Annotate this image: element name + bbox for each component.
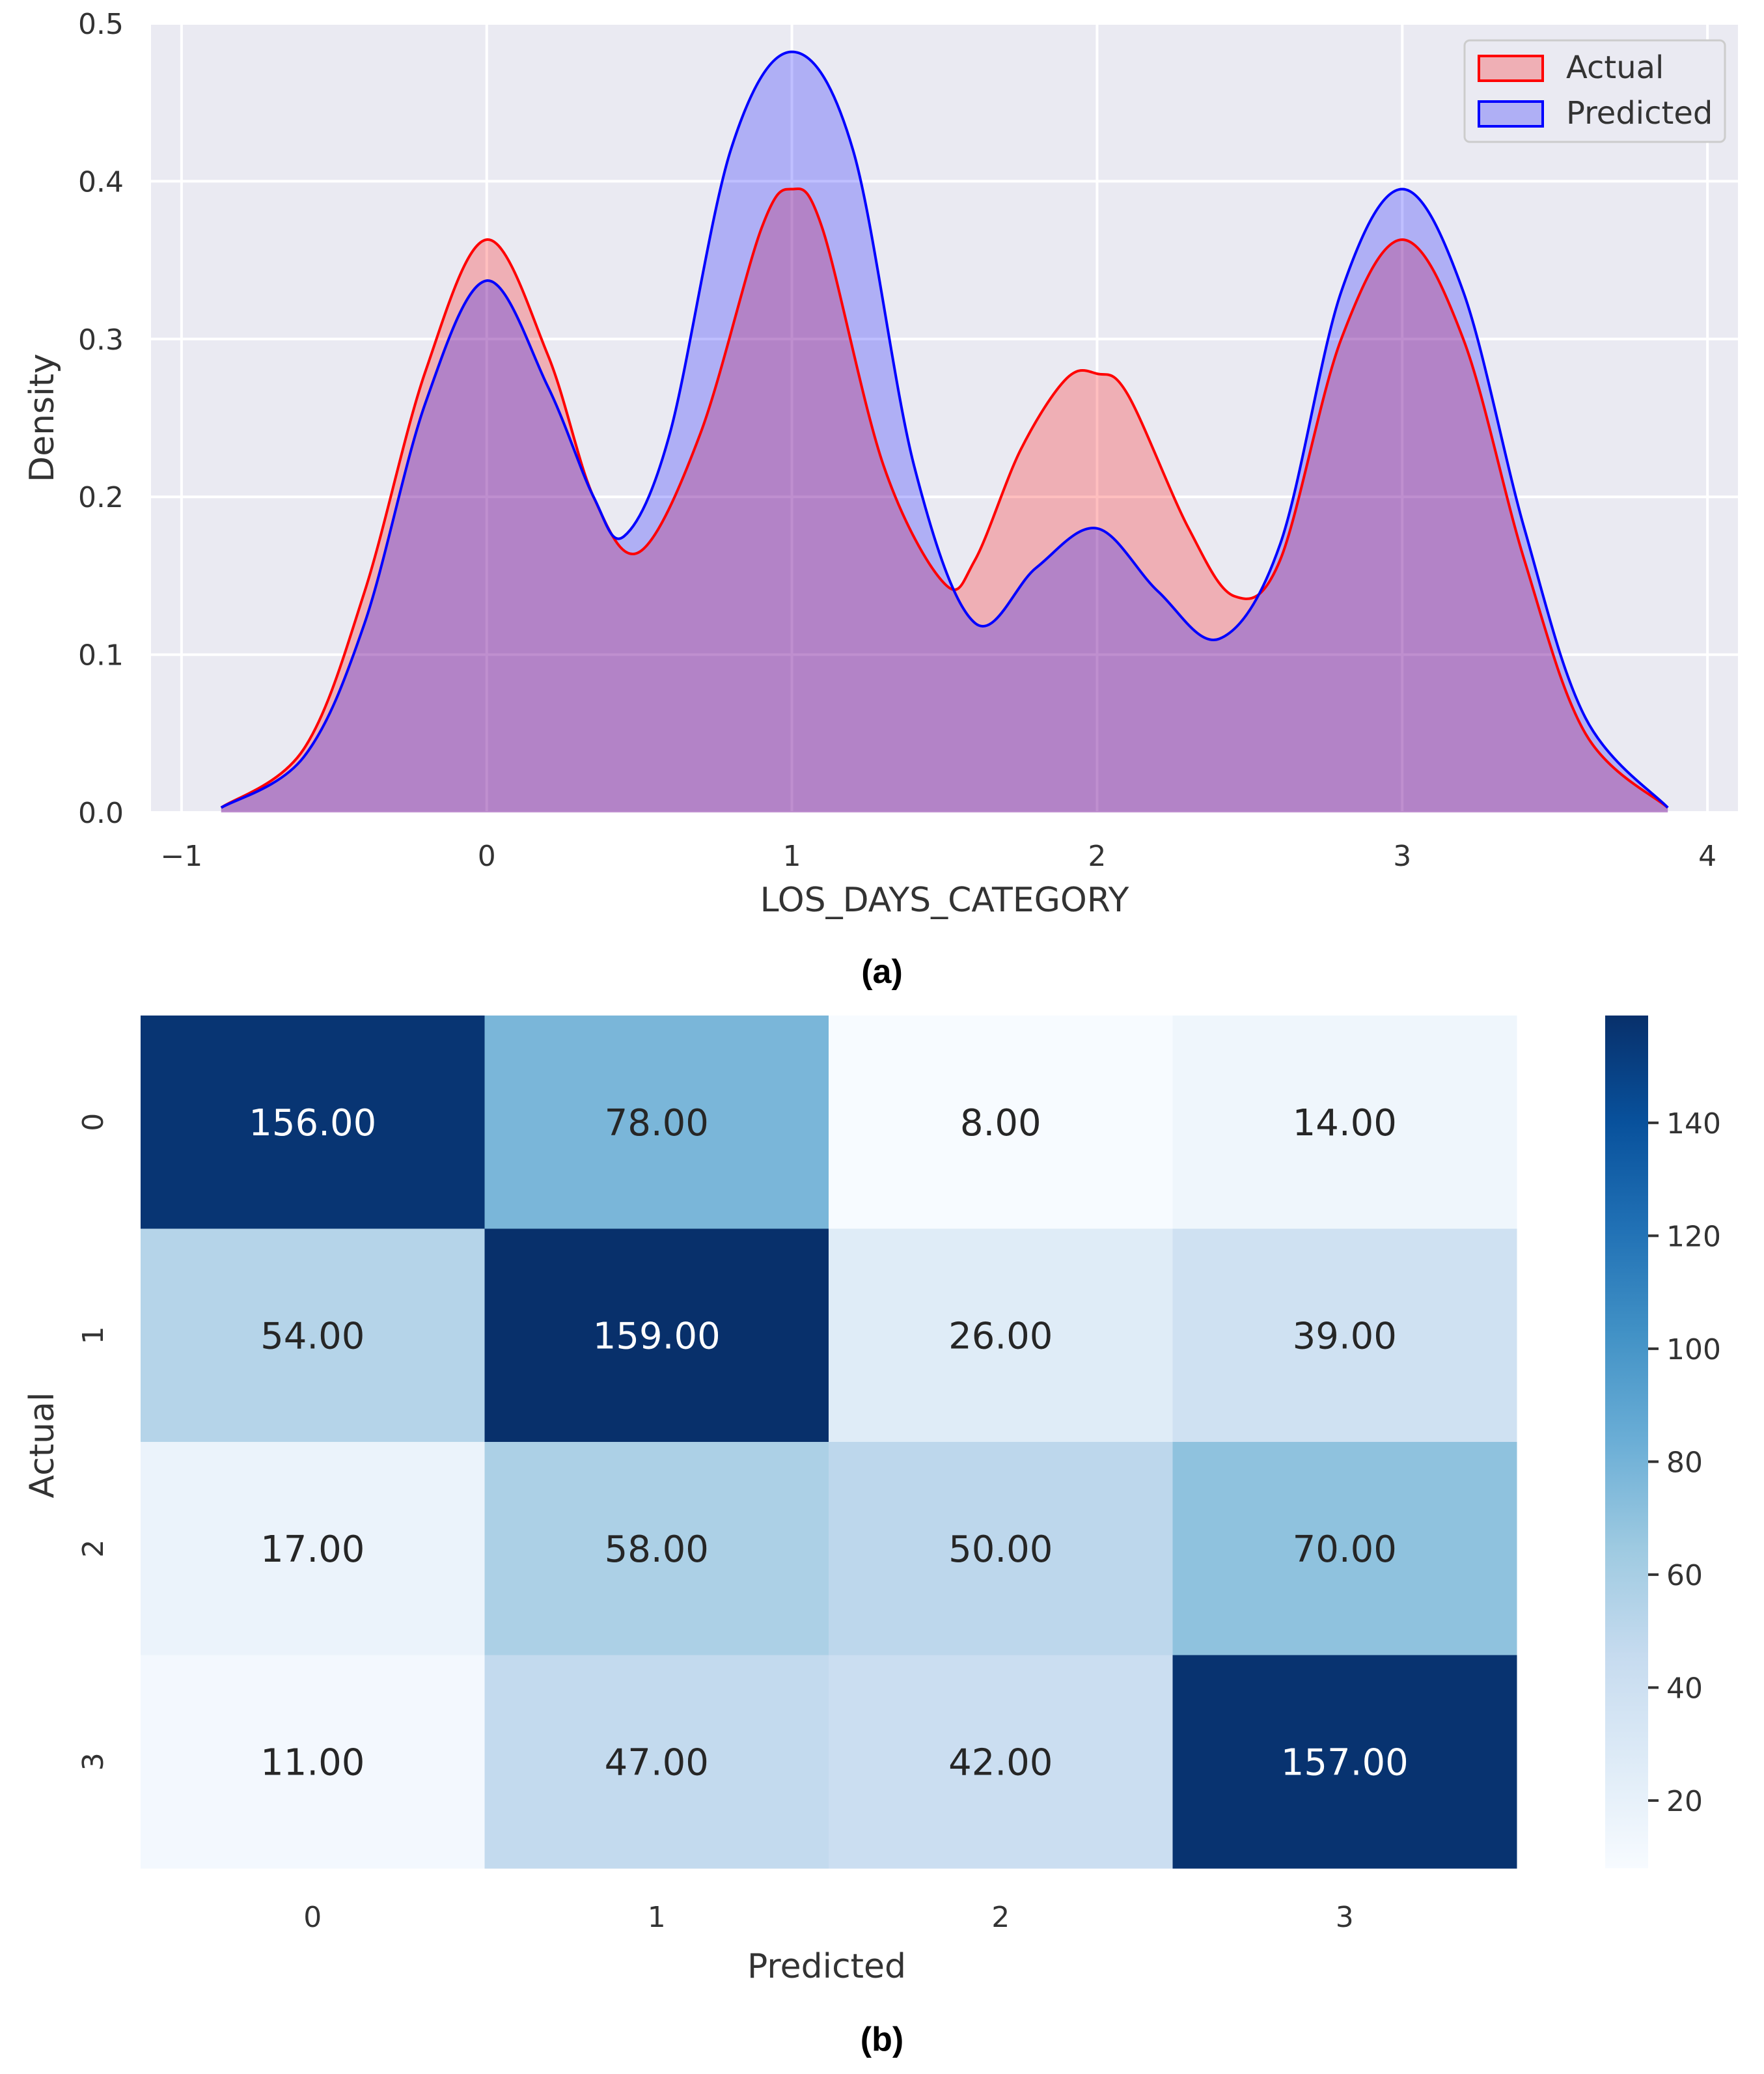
- cell-value-label: 14.00: [1293, 1102, 1397, 1144]
- density-line-actual: [220, 187, 1669, 809]
- cell-value-label: 42.00: [948, 1741, 1053, 1784]
- x-axis-label: Predicted: [747, 1947, 906, 1986]
- x-axis-label: LOS_DAYS_CATEGORY: [760, 881, 1129, 920]
- y-tick-label: 0.5: [78, 8, 124, 41]
- y-tick-label: 0.2: [78, 481, 124, 514]
- y-tick-label: 3: [77, 1752, 110, 1771]
- cell-value-label: 8.00: [960, 1102, 1041, 1144]
- colorbar-gradient: [1605, 1016, 1648, 1868]
- cell-value-label: 54.00: [260, 1315, 365, 1357]
- legend-swatch-actual: [1478, 55, 1544, 82]
- cell-value-label: 70.00: [1293, 1528, 1397, 1571]
- x-tick-label: 3: [1393, 840, 1411, 873]
- legend-swatch-predicted: [1478, 100, 1544, 128]
- y-tick-labels: 0 1 2 3: [77, 1113, 110, 1771]
- x-tick-label: 1: [783, 840, 801, 873]
- cell-value-label: 47.00: [605, 1741, 709, 1784]
- panel-label-a: (a): [861, 953, 903, 991]
- plot-area-background: [151, 23, 1738, 812]
- cell-value-label: 58.00: [605, 1528, 709, 1571]
- colorbar-tick-label: 100: [1666, 1333, 1721, 1366]
- heatmap-cell: [1172, 1228, 1517, 1443]
- y-tick-label: 0.0: [78, 797, 124, 830]
- x-tick-label: 3: [1336, 1901, 1354, 1934]
- y-axis-label: Density: [23, 353, 62, 482]
- heatmap-cell: [484, 1655, 829, 1869]
- heatmap-cell: [141, 1228, 485, 1443]
- x-tick-label: 0: [478, 840, 496, 873]
- heatmap-cell: [484, 1016, 829, 1229]
- grid-lines: [151, 22, 1738, 814]
- cell-value-label: 11.00: [260, 1741, 365, 1784]
- heatmap-cell: [1172, 1655, 1517, 1869]
- y-axis-label: Actual: [23, 1392, 62, 1499]
- heatmap-cell: [484, 1228, 829, 1443]
- cell-value-label: 156.00: [249, 1102, 376, 1144]
- legend-label-actual: Actual: [1566, 49, 1664, 86]
- colorbar-tick-label: 60: [1666, 1559, 1703, 1592]
- x-tick-label: −1: [160, 840, 202, 873]
- legend-label-predicted: Predicted: [1566, 95, 1713, 131]
- density-area-actual: [221, 189, 1668, 812]
- colorbar-tick-label: 40: [1666, 1672, 1703, 1705]
- kde-density-chart: −1 0 1 2 3 4 0.0 0.1 0.2 0.3 0.4 0.5 LOS_DAYS_CATE…: [23, 8, 1738, 920]
- x-tick-label: 1: [648, 1901, 666, 1934]
- panel-label-b: (b): [861, 2021, 903, 2058]
- cell-value-label: 50.00: [948, 1528, 1053, 1571]
- y-tick-label: 0.1: [78, 639, 124, 672]
- cell-value-label: 157.00: [1281, 1741, 1409, 1784]
- x-tick-label: 2: [991, 1901, 1010, 1934]
- density-line-predicted: [220, 50, 1669, 809]
- y-tick-label: 0.4: [78, 165, 124, 199]
- y-tick-label: 0.3: [78, 324, 124, 357]
- heatmap-cell: [484, 1442, 829, 1655]
- heatmap-cell: [829, 1016, 1173, 1229]
- heatmap-cell: [829, 1228, 1173, 1443]
- cell-value-label: 39.00: [1293, 1315, 1397, 1357]
- density-area-predicted: [221, 51, 1668, 813]
- colorbar-tick-label: 80: [1666, 1446, 1703, 1479]
- colorbar: 20 40 60 80 100 120 140: [1605, 1016, 1721, 1868]
- legend-box: [1463, 39, 1726, 143]
- heatmap-cell: [829, 1442, 1173, 1655]
- heatmap-cells: 156.00 78.00 8.00 14.00 54.00 159.00 26.00 39.0…: [141, 1016, 1517, 1869]
- density-areas: [221, 51, 1668, 813]
- y-tick-label: 1: [77, 1326, 110, 1344]
- heatmap-cell: [141, 1655, 485, 1869]
- y-tick-label: 0: [77, 1113, 110, 1131]
- colorbar-tick-label: 140: [1666, 1107, 1721, 1141]
- cell-value-label: 159.00: [593, 1315, 721, 1357]
- x-tick-labels: 0 1 2 3: [303, 1901, 1354, 1934]
- cell-value-label: 78.00: [605, 1102, 709, 1144]
- y-tick-label: 2: [77, 1540, 110, 1558]
- cell-value-label: 17.00: [260, 1528, 365, 1571]
- x-tick-label: 0: [303, 1901, 322, 1934]
- cell-value-label: 26.00: [948, 1315, 1053, 1357]
- heatmap-cell: [141, 1442, 485, 1655]
- x-tick-label: 2: [1088, 840, 1106, 873]
- confusion-matrix-heatmap: 156.00 78.00 8.00 14.00 54.00 159.00 26.00 39.0…: [23, 1016, 1721, 1986]
- legend: Actual Predicted: [1463, 39, 1726, 143]
- heatmap-cell: [141, 1016, 485, 1229]
- x-tick-label: 4: [1698, 840, 1716, 873]
- colorbar-ticks: 20 40 60 80 100 120 140: [1648, 1107, 1721, 1818]
- colorbar-tick-label: 20: [1666, 1785, 1703, 1818]
- heatmap-cell: [829, 1655, 1173, 1869]
- density-lines: [220, 50, 1669, 809]
- x-tick-labels: −1 0 1 2 3 4: [160, 840, 1716, 873]
- y-tick-labels: 0.0 0.1 0.2 0.3 0.4 0.5: [78, 8, 124, 830]
- heatmap-cell: [1172, 1016, 1517, 1229]
- heatmap-cell: [1172, 1442, 1517, 1655]
- colorbar-tick-label: 120: [1666, 1220, 1721, 1253]
